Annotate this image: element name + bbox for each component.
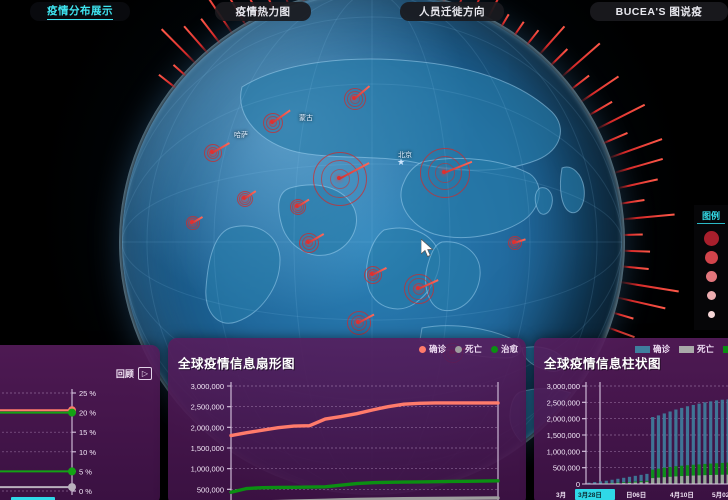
legend-dot [708, 311, 715, 318]
city-label-3: 哈萨 [234, 130, 248, 140]
map-legend-level-1 [694, 229, 728, 248]
bar-group [611, 480, 614, 484]
map-legend-title: 图例 [697, 209, 725, 224]
rate-y-tick: 25 % [79, 389, 96, 398]
bar-group [663, 413, 666, 484]
rate-chart-svg: 25 %20 %15 %10 %5 %0 %5月11日5月22日5月31日 [0, 345, 160, 500]
nav-tab-1[interactable]: 疫情分布展示 [30, 2, 130, 21]
map-legend-level-3 [694, 267, 728, 286]
bar-group [715, 400, 718, 484]
bar-y-tick: 3,000,000 [547, 382, 580, 391]
nav-tab-label: BUCEA'S 图说疫 [616, 4, 703, 19]
panel-global-area-chart[interactable]: 确诊 死亡 治愈 全球疫情信息扇形图 3,000,000 2,500,000 2,000… [168, 338, 526, 500]
bar-x-tick: 3月28日 [578, 491, 602, 499]
bar-group [628, 477, 631, 484]
app-root: 北京 蒙古 哈萨 ★ 疫情分布展示 疫情热力图 人员迁徙方向 BUCEA'S 图说疫 图例 … [0, 0, 728, 500]
bar-group [622, 478, 625, 484]
bar-x-tick: 4月10日 [670, 491, 694, 499]
area-chart-svg: 3,000,000 2,500,000 2,000,000 1,500,000 1,00… [168, 338, 526, 500]
capital-star-icon: ★ [397, 158, 405, 167]
area-y-tick: 1,000,000 [191, 465, 224, 474]
bar-group [634, 476, 637, 484]
bar-group [686, 406, 689, 484]
bar-group [674, 410, 677, 484]
map-legend-level-4 [694, 286, 728, 305]
area-series-确诊 [231, 403, 498, 436]
bar-group [669, 411, 672, 484]
nav-tab-4[interactable]: BUCEA'S 图说疫 [590, 2, 728, 21]
bar-group [640, 475, 643, 484]
nav-tab-label: 疫情分布展示 [47, 3, 113, 20]
legend-dot [706, 271, 717, 282]
bar-y-tick: 2,000,000 [547, 415, 580, 424]
rate-y-tick: 10 % [79, 448, 96, 457]
area-y-tick: 3,000,000 [191, 382, 224, 391]
mouse-cursor [421, 239, 435, 259]
nav-tab-2[interactable]: 疫情热力图 [215, 2, 311, 21]
area-y-tick: 2,500,000 [191, 403, 224, 412]
city-label-2: 蒙古 [299, 113, 313, 123]
bar-group [645, 474, 648, 484]
rate-y-tick: 0 % [79, 487, 92, 496]
area-y-tick: 2,000,000 [191, 423, 224, 432]
bar-group [616, 479, 619, 484]
map-legend-level-5 [694, 305, 728, 324]
bar-group [703, 402, 706, 484]
bar-group [698, 404, 701, 484]
map-legend-panel: 图例 [694, 205, 728, 330]
rate-y-tick: 5 % [79, 467, 92, 476]
bar-x-tick: 5月02日 [712, 491, 728, 499]
nav-tab-label: 疫情热力图 [236, 4, 291, 19]
bar-x-tick: 3月 [556, 491, 566, 499]
bar-group [680, 408, 683, 484]
rate-y-tick: 15 % [79, 428, 96, 437]
bar-x-tick: 日06日 [626, 491, 646, 499]
bar-y-tick: 1,000,000 [547, 447, 580, 456]
bar-y-tick: 1,500,000 [547, 431, 580, 440]
nav-tab-3[interactable]: 人员迁徙方向 [400, 2, 504, 21]
bar-y-tick: 2,500,000 [547, 398, 580, 407]
bar-group [657, 415, 660, 484]
bar-y-tick: 500,000 [553, 464, 580, 473]
bar-group [721, 400, 724, 484]
bar-group [651, 417, 654, 484]
bar-chart-svg: 3,000,000 2,500,000 2,000,000 1,500,000 1,00… [534, 338, 728, 500]
area-y-tick: 500,000 [197, 485, 224, 494]
legend-dot [707, 291, 716, 300]
area-y-tick: 1,500,000 [191, 444, 224, 453]
top-navigation[interactable]: 疫情分布展示 疫情热力图 人员迁徙方向 BUCEA'S 图说疫 [0, 0, 728, 22]
rate-y-tick: 20 % [79, 409, 96, 418]
map-legend-rows [694, 229, 728, 324]
nav-tab-label: 人员迁徙方向 [419, 4, 485, 19]
legend-dot [705, 251, 718, 264]
panel-rate-line-chart[interactable]: 死亡率治愈率 回顾 ▷ 25 %20 %15 %10 %5 %0 %5月11日5… [0, 345, 160, 500]
bar-group [709, 401, 712, 484]
area-series-治愈 [231, 481, 498, 492]
bar-y-tick: 0 [576, 480, 580, 489]
bar-group [692, 405, 695, 484]
panel-global-bar-chart[interactable]: 确诊 死亡治愈 全球疫情信息柱状图 3,000,000 2,500,000 2,000… [534, 338, 728, 500]
legend-dot [704, 231, 719, 246]
map-legend-level-2 [694, 248, 728, 267]
